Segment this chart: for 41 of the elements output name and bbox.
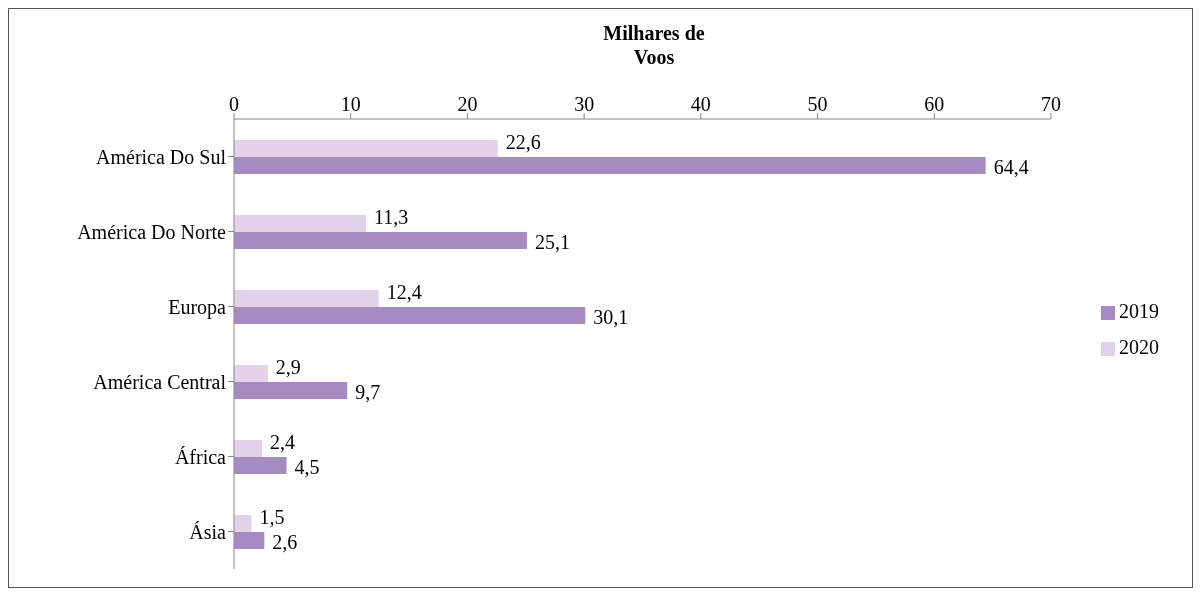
data-label: 12,4 [386, 281, 422, 304]
legend-label: 2019 [1119, 300, 1159, 322]
y-tick-label: América Do Sul [96, 145, 227, 168]
y-tick-label: Ásia [189, 520, 227, 543]
bar [234, 532, 265, 549]
bar [234, 140, 498, 157]
x-axis-title: Milhares de Voos [602, 21, 706, 69]
x-tick-label: 40 [690, 93, 711, 115]
x-tick-label: 10 [340, 93, 361, 115]
bar [234, 365, 268, 382]
data-label: 64,4 [993, 156, 1029, 179]
bar [234, 232, 527, 249]
x-tick-label: 50 [807, 93, 828, 115]
y-tick-label: América Do Norte [77, 220, 227, 243]
y-tick-label: Europa [168, 295, 227, 319]
data-label: 4,5 [294, 456, 320, 479]
bar [234, 307, 586, 324]
data-label: 2,6 [272, 531, 298, 554]
bar [234, 515, 252, 532]
data-label: 2,9 [275, 356, 301, 379]
data-label: 1,5 [259, 506, 285, 529]
bar [234, 382, 348, 399]
bar [234, 157, 986, 174]
data-label: 9,7 [355, 381, 381, 404]
y-tick-label: África [174, 445, 227, 468]
bar [234, 457, 287, 474]
data-label: 2,4 [270, 431, 296, 454]
x-tick-label: 0 [229, 93, 239, 115]
bar [234, 290, 379, 307]
data-label: 30,1 [593, 306, 629, 329]
data-label: 25,1 [534, 231, 570, 254]
y-tick-label: América Central [93, 370, 227, 393]
bar [234, 440, 263, 457]
x-tick-label: 20 [457, 93, 478, 115]
x-tick-label: 60 [924, 93, 945, 115]
data-label: 11,3 [373, 206, 409, 229]
legend-label: 2020 [1119, 336, 1159, 358]
bar [234, 215, 366, 232]
data-label: 22,6 [505, 131, 541, 154]
x-tick-label: 30 [574, 93, 595, 115]
x-tick-label: 70 [1041, 93, 1061, 115]
